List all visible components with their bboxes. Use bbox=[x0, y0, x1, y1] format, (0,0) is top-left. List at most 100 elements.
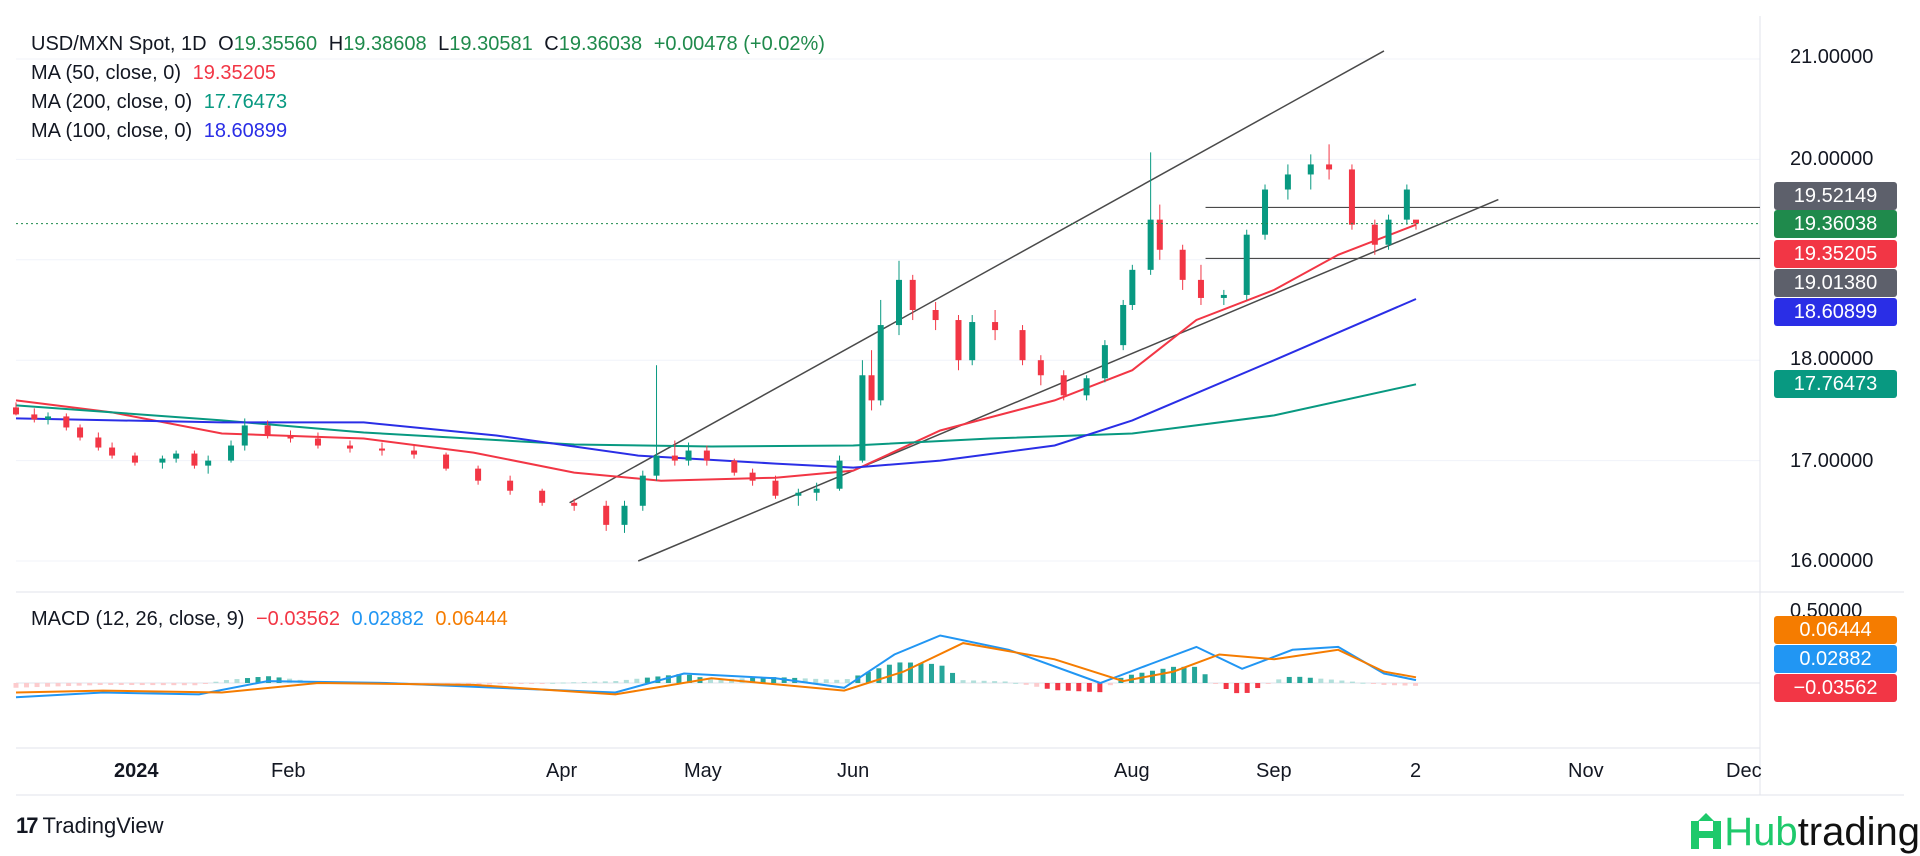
time-axis-label: Jun bbox=[837, 760, 870, 782]
macd-hist-bar bbox=[1276, 679, 1282, 683]
channel-trendline bbox=[569, 50, 1385, 504]
macd-hist-bar bbox=[34, 683, 40, 688]
macd-hist-bar bbox=[644, 677, 650, 683]
macd-hist-bar bbox=[1413, 683, 1419, 686]
macd-hist-bar bbox=[97, 683, 103, 685]
candle-body bbox=[877, 325, 884, 401]
price-axis-label: 17.00000 bbox=[1790, 450, 1874, 472]
candle-body bbox=[859, 375, 866, 461]
candle-body bbox=[671, 455, 678, 461]
candle-body bbox=[1348, 169, 1355, 225]
macd-hist-bar bbox=[1255, 683, 1261, 689]
macd-hist-bar bbox=[886, 664, 892, 683]
macd-hist-bar bbox=[1349, 681, 1355, 683]
macd-hist-bar bbox=[971, 680, 977, 683]
macd-hist-bar bbox=[1360, 682, 1366, 684]
macd-hist-bar bbox=[276, 677, 282, 683]
macd-hist-bar bbox=[1023, 683, 1029, 685]
candle-body bbox=[603, 505, 610, 525]
macd-hist-bar bbox=[550, 682, 556, 684]
level-tag-upper: 19.52149 bbox=[1774, 182, 1897, 210]
candle-body bbox=[314, 438, 321, 446]
ma100-legend[interactable]: MA (100, close, 0) 18.60899 bbox=[31, 120, 288, 142]
macd-hist-bar bbox=[1402, 683, 1408, 686]
time-axis-label: Sep bbox=[1256, 760, 1292, 782]
moving-averages bbox=[15, 223, 1417, 482]
macd-legend[interactable]: MACD (12, 26, close, 9) −0.03562 0.02882… bbox=[31, 608, 508, 630]
macd-hist-bar bbox=[1107, 683, 1113, 686]
macd-signal-tag: 0.06444 bbox=[1774, 616, 1897, 644]
macd-hist-bar bbox=[623, 679, 629, 683]
ma50-legend[interactable]: MA (50, close, 0) 19.35205 bbox=[31, 62, 277, 84]
macd-hist-bar bbox=[539, 683, 545, 684]
candle-body bbox=[205, 460, 212, 466]
ma200-legend[interactable]: MA (200, close, 0) 17.76473 bbox=[31, 91, 288, 113]
candle-body bbox=[1220, 294, 1227, 298]
candle-body bbox=[77, 427, 84, 438]
macd-hist-bar bbox=[981, 680, 987, 683]
candle-body bbox=[1262, 189, 1269, 235]
candle-body bbox=[31, 414, 38, 420]
trendlines[interactable] bbox=[569, 50, 1499, 562]
level-tag-lower: 19.01380 bbox=[1774, 269, 1897, 297]
macd-hist-bar bbox=[518, 683, 524, 684]
candle-body bbox=[639, 475, 646, 506]
change-value: +0.00478 (+0.02%) bbox=[653, 33, 825, 55]
candle-body bbox=[969, 322, 976, 361]
symbol-label[interactable]: USD/MXN Spot, 1D bbox=[31, 33, 207, 55]
macd-hist-bar bbox=[760, 677, 766, 683]
candle-body bbox=[109, 447, 116, 456]
candle-body bbox=[813, 488, 820, 493]
candle-body bbox=[95, 437, 102, 448]
horizontal-levels[interactable] bbox=[1205, 206, 1760, 260]
channel-trendline bbox=[637, 198, 1499, 562]
candlesticks bbox=[13, 144, 1419, 533]
ma50-tag: 19.35205 bbox=[1774, 240, 1897, 268]
ma-line bbox=[15, 298, 1417, 469]
candle-body bbox=[749, 472, 756, 481]
candle-body bbox=[1385, 219, 1392, 245]
macd-hist-bar bbox=[24, 683, 30, 688]
macd-hist-bar bbox=[1307, 677, 1313, 683]
macd-hist-bar bbox=[1097, 683, 1103, 693]
macd-hist-bar bbox=[171, 683, 177, 686]
candle-body bbox=[173, 453, 180, 459]
candle-body bbox=[896, 279, 903, 326]
tradingview-logo[interactable]: 17 TradingView bbox=[16, 813, 164, 838]
macd-hist-bar bbox=[129, 683, 135, 686]
macd-hist-bar bbox=[1149, 670, 1155, 683]
macd-hist-bar bbox=[813, 678, 819, 683]
macd-hist-bar bbox=[108, 683, 114, 685]
candle-body bbox=[621, 505, 628, 525]
macd-hist-bar bbox=[865, 671, 871, 683]
candle-body bbox=[1120, 304, 1127, 346]
candle-body bbox=[1156, 219, 1163, 250]
macd-hist-bar bbox=[581, 681, 587, 683]
candle-body bbox=[63, 416, 70, 428]
candle-body bbox=[1101, 345, 1108, 379]
ma-line bbox=[15, 383, 1417, 448]
macd-hist-bar bbox=[476, 683, 482, 685]
macd-hist-bar bbox=[1286, 676, 1292, 683]
candle-body bbox=[772, 480, 779, 496]
macd-hist-bar bbox=[918, 663, 924, 683]
hubtrading-logo: Hubtrading bbox=[1690, 810, 1920, 855]
macd-hist-bar bbox=[1391, 683, 1397, 686]
macd-hist-bar bbox=[223, 680, 229, 683]
candle-body bbox=[379, 448, 386, 451]
macd-hist-bar bbox=[192, 683, 198, 686]
candle-body bbox=[1326, 164, 1333, 170]
macd-hist-bar bbox=[686, 674, 692, 683]
candle-body bbox=[507, 480, 514, 491]
candle-body bbox=[1243, 234, 1250, 295]
candle-body bbox=[1019, 330, 1026, 361]
candle-body bbox=[1129, 269, 1136, 305]
macd-hist-bar bbox=[1318, 678, 1324, 683]
candle-body bbox=[909, 279, 916, 310]
candle-body bbox=[1403, 189, 1410, 220]
macd-signal-line bbox=[15, 642, 1417, 696]
macd-hist-bar bbox=[876, 668, 882, 683]
close-value: 19.36038 bbox=[558, 33, 643, 55]
candle-body bbox=[1083, 378, 1090, 396]
